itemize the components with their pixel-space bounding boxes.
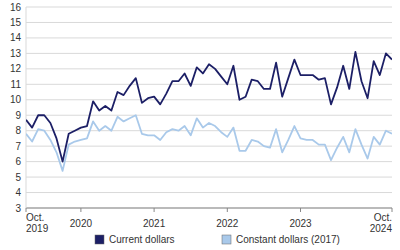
y-tick-label: 10 (10, 94, 22, 105)
y-tick-label: 12 (10, 63, 22, 74)
series-line (26, 115, 392, 171)
grid-line (26, 68, 392, 69)
legend-label: Current dollars (109, 234, 175, 245)
x-tick-label: 2022 (216, 218, 239, 229)
x-tick-label-part: 2019 (26, 223, 49, 234)
grid-line (26, 161, 392, 162)
grid-line (26, 115, 392, 116)
y-tick-label: 4 (15, 187, 21, 198)
x-tick-label: Oct.2019 (26, 212, 49, 234)
x-tick-label: 2021 (143, 218, 166, 229)
x-tick-label: Oct.2024 (370, 212, 393, 234)
y-tick-label: 15 (10, 17, 22, 28)
x-tick (227, 208, 228, 212)
y-tick-label: 7 (15, 141, 21, 152)
plot-area (26, 52, 392, 171)
x-tick (80, 208, 81, 212)
x-tick-label: 2020 (70, 218, 93, 229)
y-tick-label: 8 (15, 125, 21, 136)
grid-line (26, 53, 392, 54)
x-tick-label: 2023 (289, 218, 312, 229)
y-tick-label: 14 (10, 32, 22, 43)
x-tick-label-part: Oct. (374, 212, 392, 223)
grid-line (26, 7, 392, 8)
series-line (26, 52, 392, 162)
x-tick-label-part: 2024 (370, 223, 393, 234)
grid-line (26, 130, 392, 131)
grid-line (26, 22, 392, 23)
x-tick (154, 208, 155, 212)
y-tick-label: 13 (10, 48, 22, 59)
y-tick-label: 3 (15, 203, 21, 214)
legend-swatch (95, 235, 104, 244)
legend-label: Constant dollars (2017) (236, 234, 340, 245)
legend-swatch (222, 235, 231, 244)
x-tick (300, 208, 301, 212)
y-axis (26, 7, 27, 208)
x-tick-label-part: Oct. (26, 212, 44, 223)
chart: 345678910111213141516Oct.201920202021202… (0, 0, 400, 250)
y-tick-label: 5 (15, 172, 21, 183)
grid-line (26, 192, 392, 193)
y-tick-label: 9 (15, 110, 21, 121)
y-tick-label: 16 (10, 2, 22, 13)
y-tick-label: 6 (15, 156, 21, 167)
grid-line (26, 37, 392, 38)
grid-line (26, 177, 392, 178)
y-tick-label: 11 (11, 79, 22, 90)
grid-line (26, 99, 392, 100)
